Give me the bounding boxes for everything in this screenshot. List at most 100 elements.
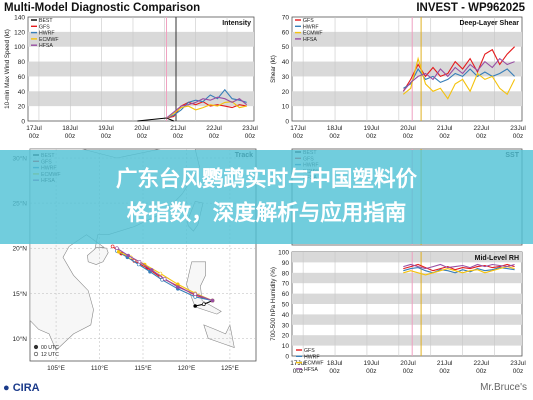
y-tick-label: 0 <box>285 119 289 126</box>
rh-chart: 010203040506070809010017Jul00z18Jul00z19… <box>270 250 526 376</box>
x-tick-label: 00z <box>476 368 486 375</box>
y-tick-label: 20°N <box>12 245 27 253</box>
x-tick-label: 00z <box>476 133 486 140</box>
x-tick-label: 00z <box>65 133 75 140</box>
track-point <box>116 250 121 254</box>
y-axis-label: 700-500 hPa Humidity (%) <box>270 267 277 341</box>
x-tick-label: 18Jul <box>62 125 78 132</box>
utc-legend-marker <box>33 351 39 357</box>
x-tick-label: 17Jul <box>290 125 306 132</box>
x-tick-label: 00z <box>173 133 183 140</box>
grid-band <box>292 314 522 325</box>
x-tick-label: 20Jul <box>134 125 150 132</box>
y-tick-label: 30 <box>282 322 290 329</box>
x-tick-label: 00z <box>513 368 523 375</box>
y-tick-label: 70 <box>282 15 290 22</box>
y-tick-label: 120 <box>14 29 25 36</box>
utc-legend-marker <box>33 344 39 350</box>
series-line-hfsa <box>166 96 248 119</box>
y-tick-label: 60 <box>282 291 290 298</box>
y-tick-label: 0 <box>21 119 25 126</box>
track-point <box>193 304 197 308</box>
left-title: Multi-Model Diagnostic Comparison <box>4 2 201 14</box>
y-tick-label: 140 <box>14 15 25 22</box>
x-tick-label: 00z <box>209 133 219 140</box>
legend-label: HWRF <box>303 24 319 30</box>
x-tick-label: 19Jul <box>364 125 380 132</box>
grid-band <box>292 31 522 47</box>
right-title: INVEST - WP962025 <box>416 2 525 14</box>
panel-title: Mid-Level RH <box>475 255 519 262</box>
x-tick-label: 21Jul <box>437 360 453 367</box>
x-tick-label: 00z <box>329 133 339 140</box>
legend-label: ECMWF <box>304 361 324 367</box>
cira-logo: ● CIRA <box>3 382 40 394</box>
x-tick-label: 22Jul <box>474 125 490 132</box>
x-tick-label: 19Jul <box>98 125 114 132</box>
grid-band <box>28 91 254 107</box>
legend-label: ECMWF <box>303 31 323 37</box>
y-tick-label: 40 <box>282 312 290 319</box>
y-tick-label: 10°N <box>12 335 27 343</box>
track-point <box>210 298 215 303</box>
x-tick-label: 00z <box>366 133 376 140</box>
legend-label: BEST <box>39 18 53 24</box>
y-tick-label: 70 <box>282 281 290 288</box>
series-line-hwrf <box>166 88 247 119</box>
series-line-best <box>137 117 175 122</box>
series-line-gfs <box>166 101 247 119</box>
cira-logo-text: CIRA <box>12 382 40 394</box>
grid-band <box>292 61 522 77</box>
banner-line-2: 格指数，深度解析与应用指南 <box>126 201 407 226</box>
x-tick-label: 00z <box>137 133 147 140</box>
visayas-islands <box>203 323 235 348</box>
x-tick-label: 00z <box>403 368 413 375</box>
grid-band <box>292 272 522 284</box>
x-tick-label: 17Jul <box>26 125 42 132</box>
y-tick-label: 40 <box>18 89 26 96</box>
legend-label: GFS <box>303 18 314 24</box>
y-tick-label: 50 <box>282 302 290 309</box>
series-line-ecmwf <box>403 266 515 276</box>
y-tick-label: 60 <box>282 29 290 36</box>
track-point <box>193 292 197 296</box>
track-point <box>149 268 154 272</box>
y-axis-label: Shear (kt) <box>270 55 277 83</box>
y-tick-label: 15°N <box>12 290 27 298</box>
y-tick-label: 10 <box>282 343 290 350</box>
x-tick-label: 120°E <box>178 364 196 372</box>
y-tick-label: 30 <box>282 74 290 81</box>
series-line-gfs <box>403 263 515 272</box>
watermark: Mr.Bruce's <box>480 382 527 393</box>
track-point <box>126 253 130 258</box>
shear-chart: 01020304050607017Jul00z18Jul00z19Jul00z2… <box>270 15 526 141</box>
series-line-ecmwf <box>402 56 516 100</box>
x-tick-label: 22Jul <box>206 125 222 132</box>
x-tick-label: 23Jul <box>510 360 526 367</box>
y-tick-label: 10 <box>282 104 290 111</box>
y-tick-label: 100 <box>278 250 289 257</box>
x-tick-label: 00z <box>293 368 303 375</box>
track-point <box>162 277 167 281</box>
x-tick-label: 00z <box>366 368 376 375</box>
x-tick-label: 115°E <box>134 364 152 372</box>
utc-legend-label: 00 UTC <box>41 345 59 351</box>
grid-band <box>28 31 254 47</box>
banner-text: 广东台风鹦鹉实时与中国塑料价 格指数，深度解析与应用指南 <box>30 163 503 231</box>
x-tick-label: 22Jul <box>474 360 490 367</box>
y-tick-label: 80 <box>282 270 290 277</box>
y-tick-label: 60 <box>18 74 26 81</box>
legend-label: HWRF <box>39 31 55 37</box>
x-tick-label: 23Jul <box>242 125 258 132</box>
y-tick-label: 40 <box>282 59 290 66</box>
series-line-ecmwf <box>166 101 247 119</box>
track-point <box>158 271 163 276</box>
legend-label: GFS <box>304 348 315 354</box>
x-tick-label: 00z <box>403 133 413 140</box>
x-tick-label: 105°E <box>47 364 65 372</box>
y-tick-label: 20 <box>282 89 290 96</box>
x-tick-label: 00z <box>439 368 449 375</box>
x-tick-label: 00z <box>329 368 339 375</box>
y-tick-label: 50 <box>282 44 290 51</box>
series-line-hfsa <box>403 263 515 270</box>
